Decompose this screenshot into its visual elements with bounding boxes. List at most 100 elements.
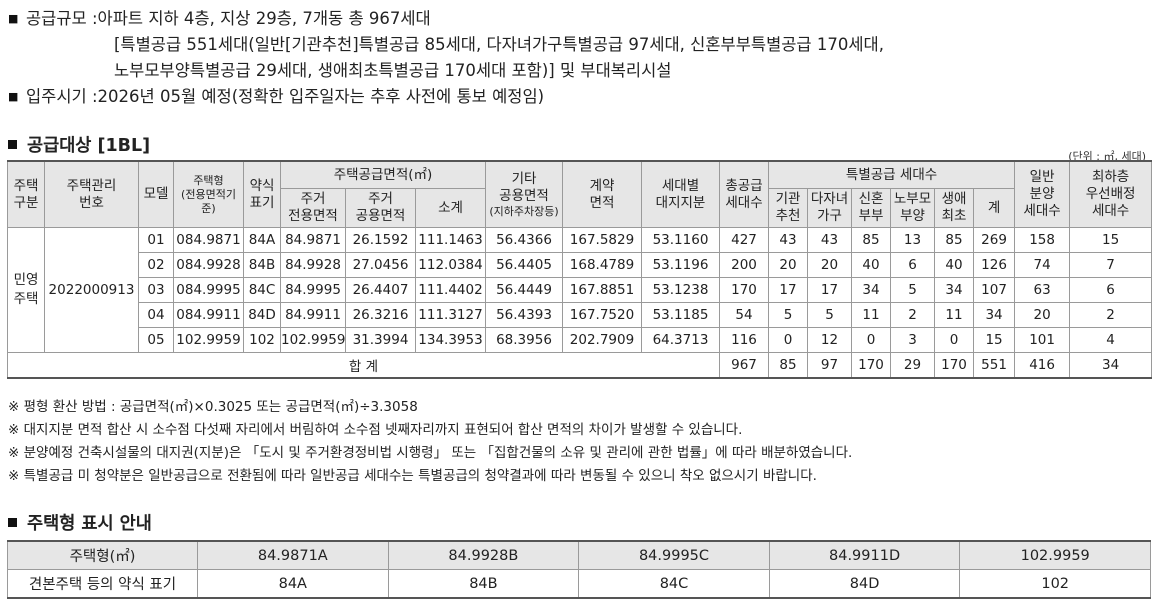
type-abbr-cell: 84C [578, 569, 770, 599]
cell-parent: 2 [890, 302, 935, 328]
cell-contract: 167.8851 [562, 277, 642, 303]
cell-subtotal: 111.1463 [415, 227, 486, 253]
col-header-sp-inst: 기관 추천 [768, 188, 808, 228]
col-header-mgmt-no: 주택관리 번호 [44, 160, 139, 228]
type-abbr-cell: 84D [768, 569, 961, 599]
cell-multi: 17 [807, 277, 852, 303]
type-header-cell: 84.9911D [768, 540, 961, 570]
cell-parent: 3 [890, 327, 935, 353]
square-bullet-icon [8, 518, 17, 527]
cell-other-common: 68.3956 [485, 327, 563, 353]
cell-common: 26.3216 [345, 302, 416, 328]
cell-model: 04 [138, 302, 174, 328]
cell-land: 53.1185 [641, 302, 720, 328]
type-row-label: 견본주택 등의 약식 표기 [7, 569, 198, 599]
cell-subtotal: 111.4402 [415, 277, 486, 303]
type-header-cell: 102.9959 [959, 540, 1151, 570]
col-header-sp-parent: 노부모 부양 [890, 188, 935, 228]
cell-exclusive: 84.9871 [280, 227, 346, 253]
cell-model: 03 [138, 277, 174, 303]
supply-target-title-text: 공급대상 [1BL] [27, 136, 151, 156]
cell-general: 20 [1014, 302, 1071, 328]
cell-contract: 202.7909 [562, 327, 642, 353]
table-header-row: 주택 구분 주택관리 번호 모델 주택형 (전용면적기준) 약식 표기 주택공급… [7, 160, 1153, 228]
cell-contract: 167.7520 [562, 302, 642, 328]
col-header-model: 모델 [138, 160, 174, 228]
note-item: ※ 평형 환산 방법 : 공급면적(㎡)×0.3025 또는 공급면적(㎡)÷3… [8, 399, 418, 415]
cell-priority: 4 [1069, 327, 1153, 353]
cell-multi: 12 [807, 327, 852, 353]
cell-spsum: 15 [972, 327, 1016, 353]
cell-inst: 5 [768, 302, 808, 328]
group-type-div: 민영 주택 [7, 227, 45, 353]
cell-parent: 6 [890, 252, 935, 278]
note-item: ※ 분양예정 건축시설물의 대지권(지분)은 「도시 및 주거환경정비법 시행령… [8, 445, 853, 461]
cell-other-common: 56.4366 [485, 227, 563, 253]
cell-inst: 0 [768, 327, 808, 353]
cell-inst: 17 [768, 277, 808, 303]
bullet-icon: ■ [8, 12, 19, 25]
cell-priority: 6 [1069, 277, 1153, 303]
note-item: ※ 특별공급 미 청약분은 일반공급으로 전환됨에 따라 일반공급 세대수는 특… [8, 468, 817, 484]
cell-spsum: 126 [972, 252, 1016, 278]
cell-total: 54 [719, 302, 769, 328]
type-header-row: 주택형(㎡) 84.9871A 84.9928B 84.9995C 84.991… [7, 540, 1151, 570]
supply-target-title: 공급대상 [1BL] [8, 132, 150, 157]
cell-parent: 13 [890, 227, 935, 253]
cell-priority: 15 [1069, 227, 1153, 253]
type-header-cell: 84.9928B [387, 540, 580, 570]
cell-contract: 167.5829 [562, 227, 642, 253]
col-header-land-share: 세대별 대지지분 [641, 160, 720, 228]
type-abbr-cell: 102 [959, 569, 1151, 599]
cell-exclusive: 102.9959 [280, 327, 346, 353]
col-header-common: 주거 공용면적 [345, 188, 416, 228]
cell-common: 31.3994 [345, 327, 416, 353]
cell-first: 40 [934, 252, 974, 278]
col-header-sp-newly: 신혼 부부 [851, 188, 891, 228]
cell-subtotal: 111.3127 [415, 302, 486, 328]
cell-spsum: 269 [972, 227, 1016, 253]
cell-newly: 11 [851, 302, 891, 328]
supply-scale-detail-2: 노부모부양특별공급 29세대, 생애최초특별공급 170세대 포함)] 및 부대… [114, 61, 672, 80]
supply-scale-label: 공급규모 : [26, 9, 98, 28]
cell-general: 158 [1014, 227, 1071, 253]
total-priority: 34 [1069, 352, 1153, 379]
group-mgmt-no: 2022000913 [44, 227, 139, 353]
cell-general: 74 [1014, 252, 1071, 278]
cell-type: 084.9995 [173, 277, 244, 303]
table-row: 04 084.9911 84D 84.9911 26.3216 111.3127… [8, 302, 1153, 328]
cell-other-common: 56.4449 [485, 277, 563, 303]
supply-scale-text: 아파트 지하 4층, 지상 29층, 7개동 총 967세대 [97, 9, 431, 28]
total-general: 416 [1014, 352, 1071, 379]
type-guide-table: 주택형(㎡) 84.9871A 84.9928B 84.9995C 84.991… [7, 540, 1151, 599]
cell-type: 084.9871 [173, 227, 244, 253]
cell-first: 34 [934, 277, 974, 303]
type-header-label: 주택형(㎡) [7, 540, 198, 570]
col-header-sp-sum: 계 [972, 188, 1016, 228]
cell-land: 53.1238 [641, 277, 720, 303]
cell-type: 084.9928 [173, 252, 244, 278]
table-row: 05 102.9959 102 102.9959 31.3994 134.395… [8, 327, 1153, 353]
col-header-house-type: 주택형 (전용면적기준) [173, 160, 244, 228]
col-header-other-common: 기타 공용면적 (지하주차장등) [485, 160, 563, 228]
total-parent: 29 [890, 352, 935, 379]
square-bullet-icon [8, 140, 17, 149]
cell-newly: 40 [851, 252, 891, 278]
cell-abbr: 84D [243, 302, 281, 328]
col-header-contract-area: 계약 면적 [562, 160, 642, 228]
cell-priority: 7 [1069, 252, 1153, 278]
other-common-sub: (지하주차장등) [489, 204, 559, 218]
cell-abbr: 84C [243, 277, 281, 303]
cell-abbr: 102 [243, 327, 281, 353]
cell-spsum: 107 [972, 277, 1016, 303]
col-header-subtotal: 소계 [415, 188, 486, 228]
supply-table: 주택 구분 주택관리 번호 모델 주택형 (전용면적기준) 약식 표기 주택공급… [7, 160, 1153, 379]
table-subheader-row: 주거 전용면적 주거 공용면적 소계 기관 추천 다자녀 가구 신혼 부부 노부… [8, 188, 1152, 228]
cell-inst: 20 [768, 252, 808, 278]
col-header-sp-first: 생애 최초 [934, 188, 974, 228]
col-header-priority: 최하층 우선배정 세대수 [1069, 160, 1153, 228]
cell-model: 05 [138, 327, 174, 353]
cell-first: 11 [934, 302, 974, 328]
supply-scale-line: ■ 공급규모 : 아파트 지하 4층, 지상 29층, 7개동 총 967세대 [8, 6, 884, 32]
cell-contract: 168.4789 [562, 252, 642, 278]
